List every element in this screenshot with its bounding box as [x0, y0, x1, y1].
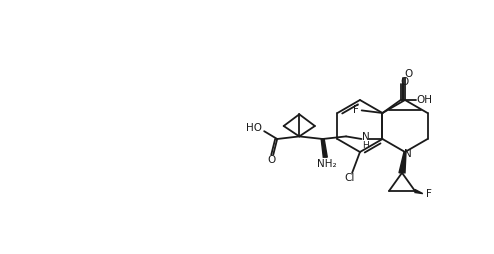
Polygon shape: [399, 152, 406, 173]
Text: HO: HO: [246, 123, 262, 133]
Text: Cl: Cl: [344, 173, 354, 183]
Text: H: H: [362, 140, 369, 150]
Text: OH: OH: [416, 95, 432, 105]
Text: O: O: [267, 155, 276, 165]
Text: N: N: [404, 149, 412, 159]
Text: NH₂: NH₂: [318, 159, 337, 169]
Text: N: N: [362, 132, 370, 142]
Polygon shape: [321, 139, 328, 157]
Text: O: O: [401, 77, 409, 87]
Text: F: F: [426, 189, 432, 199]
Text: O: O: [404, 69, 412, 79]
Text: F: F: [353, 105, 359, 115]
Polygon shape: [415, 189, 423, 194]
